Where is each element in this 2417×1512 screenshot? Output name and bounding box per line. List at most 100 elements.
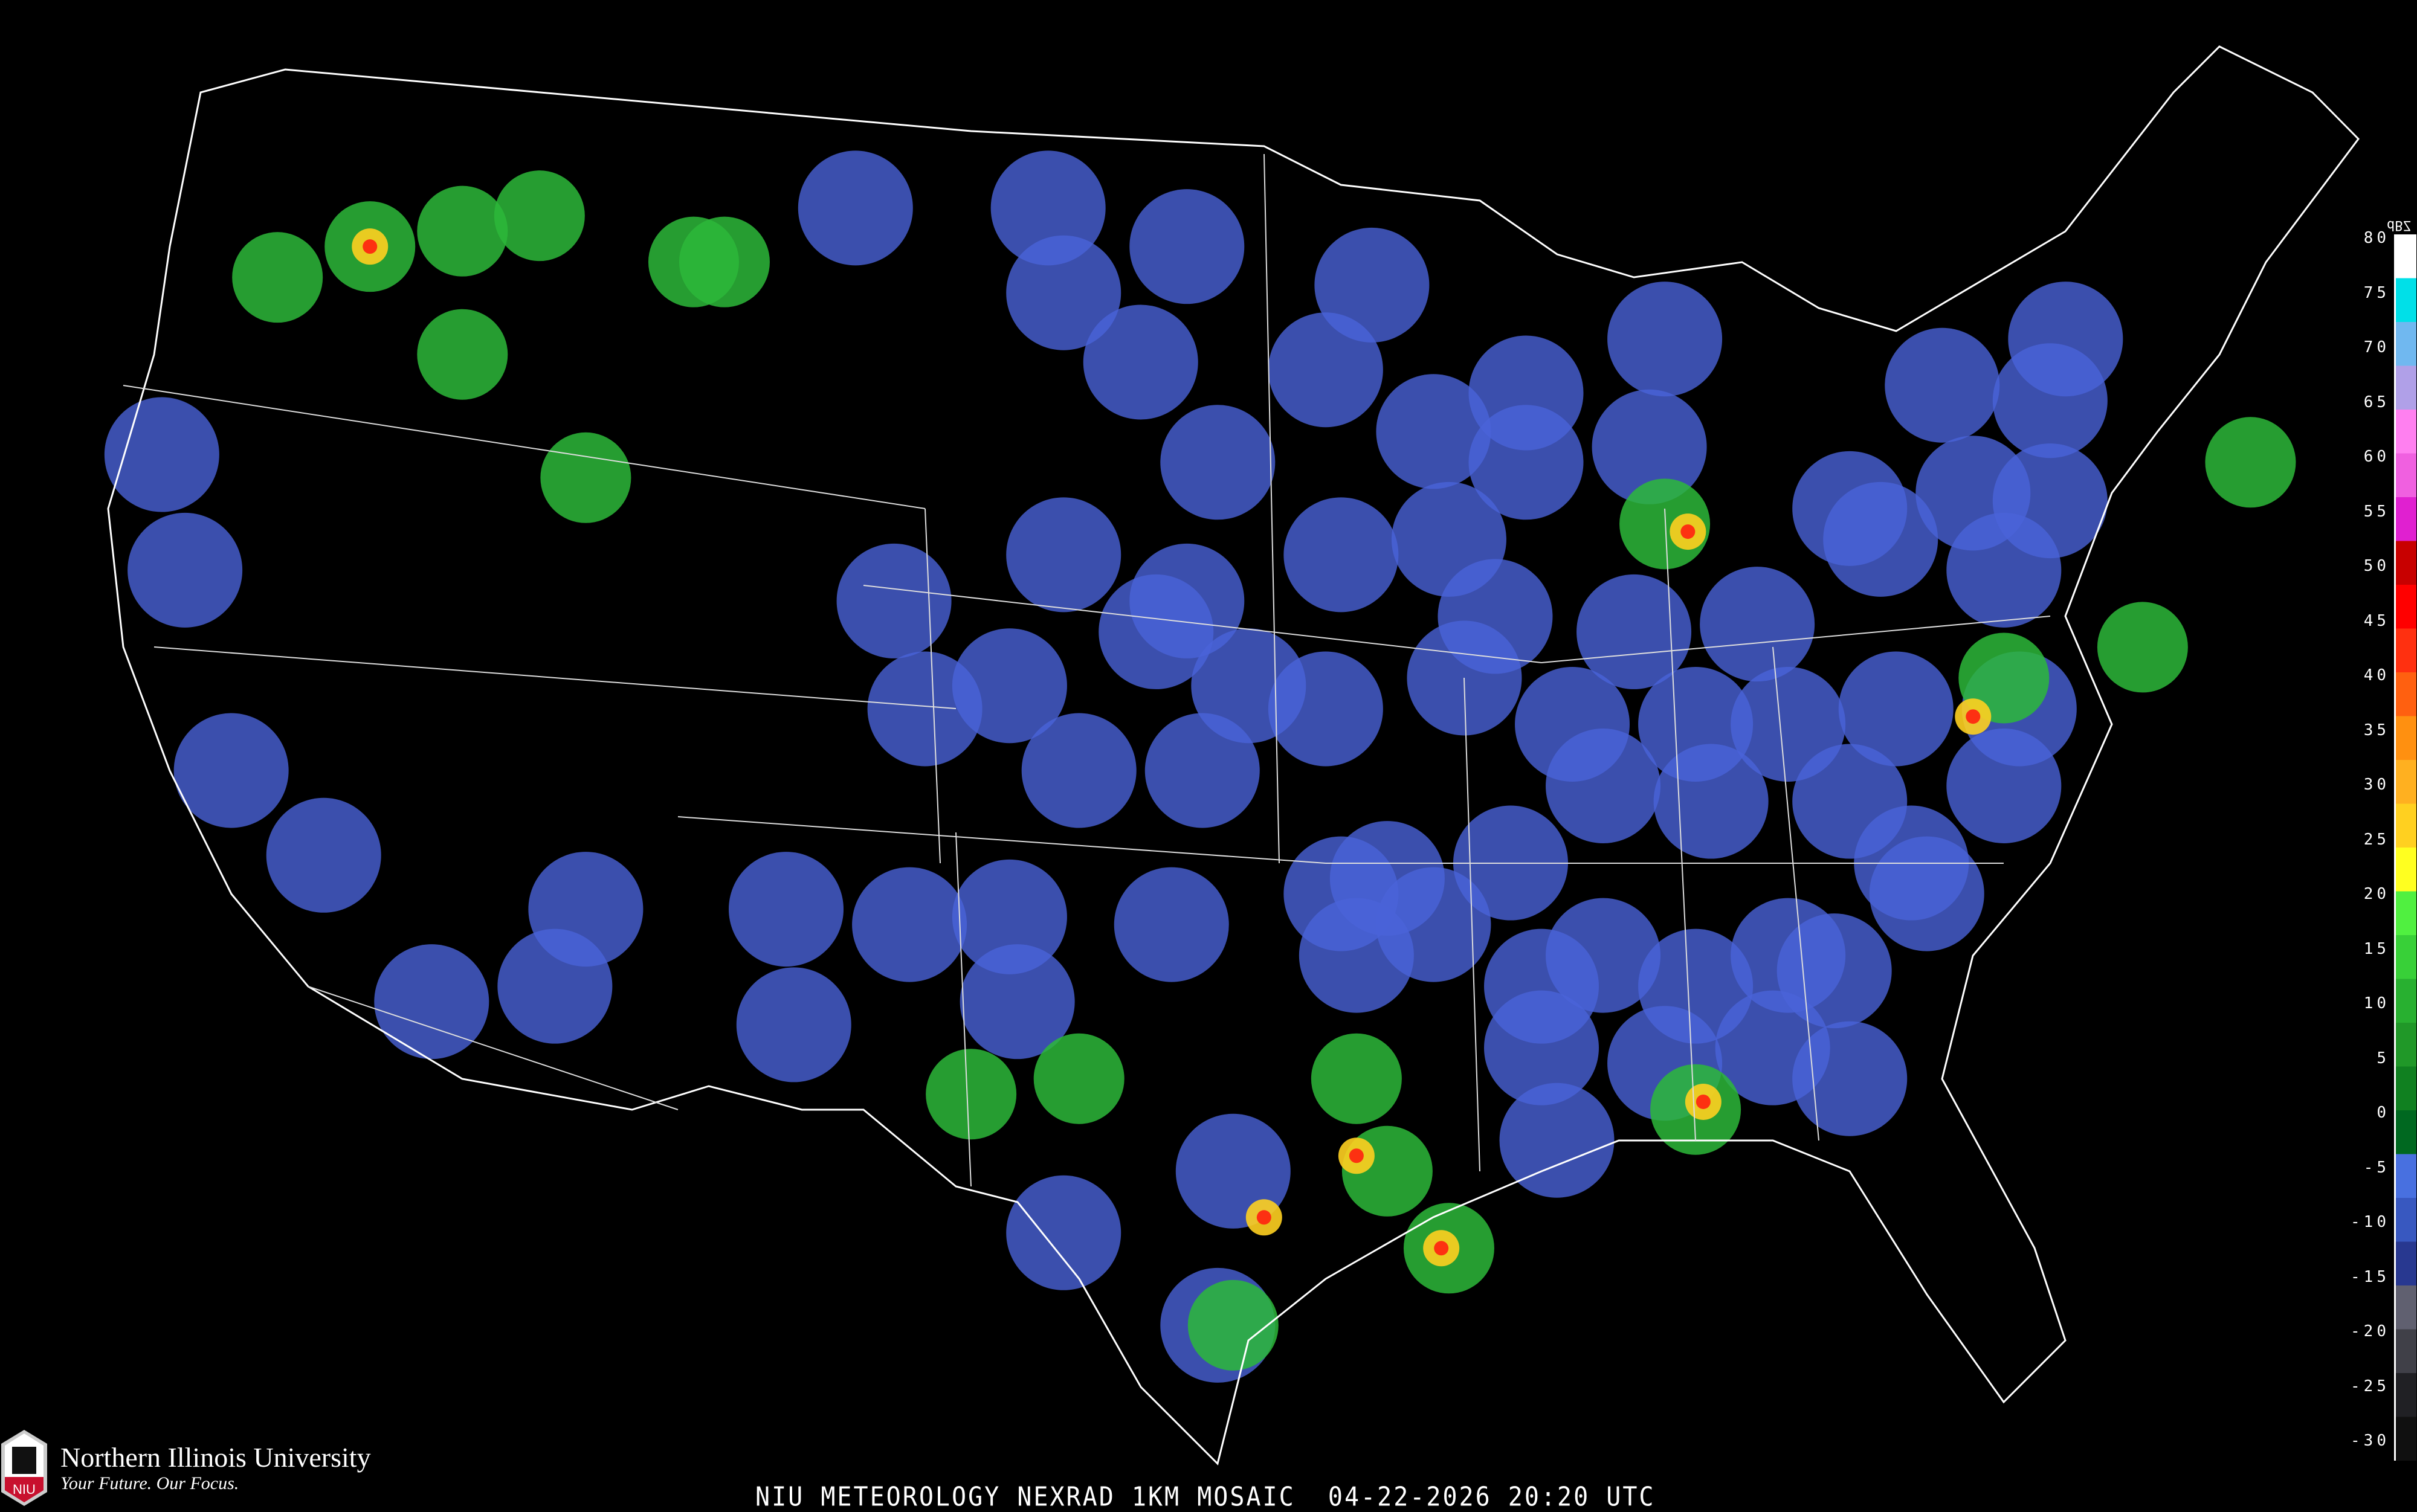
radar-echo-moderate: [417, 185, 508, 277]
radar-echo-severe: [1696, 1094, 1711, 1109]
legend-label: 5: [2377, 1049, 2390, 1067]
radar-echo-weak: [952, 628, 1067, 744]
legend-label: -30: [2351, 1432, 2390, 1450]
radar-echo-weak: [1869, 836, 1984, 951]
legend-label: -20: [2351, 1322, 2390, 1340]
radar-echo-weak: [1838, 651, 1954, 767]
radar-echo-weak: [374, 944, 489, 1060]
legend-label: 80: [2363, 229, 2390, 247]
radar-echo-weak: [1160, 405, 1276, 520]
legend-label: 25: [2363, 830, 2390, 849]
radar-echoes: [104, 150, 2296, 1383]
radar-echo-moderate: [1187, 1279, 1279, 1371]
radar-echo-weak: [990, 150, 1106, 266]
radar-echo-weak: [497, 928, 613, 1044]
radar-echo-weak: [1992, 443, 2108, 559]
radar-echo-weak: [836, 543, 952, 658]
legend-label: 0: [2377, 1104, 2390, 1122]
legend-label: 60: [2363, 448, 2390, 466]
radar-echo-weak: [1484, 990, 1599, 1105]
legend-label: 40: [2363, 666, 2390, 684]
radar-echo-weak: [1946, 729, 2062, 844]
radar-echo-severe: [1966, 709, 1981, 724]
legend-label: 30: [2363, 776, 2390, 794]
radar-echo-severe: [1349, 1148, 1364, 1163]
legend-label: 75: [2363, 283, 2390, 302]
legend-unit: dBZ: [2387, 217, 2411, 233]
radar-echo-moderate: [926, 1049, 1017, 1140]
radar-echo-moderate: [2205, 417, 2296, 508]
radar-echo-weak: [1546, 729, 1661, 844]
legend-label: -10: [2351, 1213, 2390, 1231]
radar-echo-weak: [1268, 651, 1383, 767]
radar-echo-severe: [363, 239, 378, 254]
legend-label: 10: [2363, 994, 2390, 1012]
legend-color-bar: [2394, 234, 2416, 1461]
radar-echo-weak: [1129, 189, 1245, 304]
legend-label: 45: [2363, 611, 2390, 630]
radar-echo-weak: [1499, 1083, 1615, 1198]
radar-echo-weak: [1700, 567, 1815, 682]
radar-echo-weak: [1006, 497, 1121, 613]
legend-label: 20: [2363, 885, 2390, 903]
legend-label: 50: [2363, 557, 2390, 575]
svg-text:NIU: NIU: [13, 1482, 36, 1497]
legend-label: 70: [2363, 338, 2390, 356]
radar-echo-moderate: [232, 232, 323, 323]
radar-echo-severe: [1256, 1210, 1271, 1225]
radar-echo-severe: [1434, 1241, 1449, 1256]
niu-shield-icon: NIU: [1, 1430, 47, 1506]
radar-echo-weak: [1592, 389, 1707, 504]
legend-label: -25: [2351, 1377, 2390, 1395]
map-caption: NIU METEOROLOGY NEXRAD 1KM MOSAIC 04-22-…: [755, 1481, 1656, 1512]
radar-echo-weak: [1792, 1021, 1908, 1136]
radar-echo-moderate: [417, 309, 508, 400]
radar-echo-moderate: [494, 170, 585, 262]
radar-echo-weak: [1376, 374, 1491, 489]
legend-label: 65: [2363, 393, 2390, 411]
dbz-color-legend: dBZ 80 75 70 65 60 55 50 45 40 35 30 25 20 15 10 5 0 -5 -1…: [2344, 217, 2417, 1474]
radar-echo-weak: [736, 967, 851, 1083]
radar-echo-weak: [1006, 235, 1121, 350]
university-tagline: Your Future. Our Focus.: [60, 1473, 239, 1493]
radar-echo-weak: [852, 867, 967, 982]
radar-echo-weak: [1114, 867, 1229, 982]
radar-echo-weak: [1314, 227, 1430, 343]
radar-echo-severe: [1680, 524, 1696, 539]
radar-echo-weak: [1546, 898, 1661, 1013]
radar-echo-weak: [104, 397, 219, 512]
radar-echo-weak: [729, 852, 844, 967]
radar-echo-weak: [2008, 281, 2123, 397]
radar-echo-weak: [1653, 744, 1769, 859]
radar-echo-weak: [798, 150, 913, 266]
state-borders: [123, 153, 2051, 1187]
radar-echo-moderate: [1033, 1033, 1125, 1124]
radar-echo-moderate: [1311, 1033, 1402, 1124]
radar-echo-weak: [1468, 405, 1584, 520]
radar-echo-moderate: [2097, 602, 2188, 693]
legend-label: -5: [2363, 1158, 2390, 1177]
radar-echo-weak: [266, 797, 381, 913]
radar-echo-weak: [173, 713, 289, 828]
radar-echo-weak: [1006, 1175, 1121, 1290]
radar-echo-weak: [127, 512, 243, 628]
radar-echo-moderate: [679, 216, 770, 307]
us-border-outline: [107, 45, 2360, 1465]
radar-echo-weak: [1283, 836, 1399, 951]
radar-echo-weak: [1731, 666, 1846, 782]
niu-logo: NIU Northern Illinois University Your Fu…: [0, 1429, 371, 1507]
radar-echo-weak: [952, 859, 1067, 974]
radar-echo-weak: [1099, 574, 1214, 689]
legend-label: 35: [2363, 721, 2390, 739]
radar-echo-weak: [1268, 312, 1383, 428]
radar-echo-weak: [1021, 713, 1137, 828]
legend-label: -15: [2351, 1267, 2390, 1286]
university-name: Northern Illinois University: [60, 1442, 371, 1473]
radar-echo-weak: [1438, 559, 1553, 674]
radar-echo-weak: [1792, 451, 1908, 566]
radar-echo-weak: [1576, 574, 1692, 689]
radar-echo-weak: [1283, 497, 1399, 613]
radar-echo-weak: [1792, 744, 1908, 859]
legend-label: 15: [2363, 939, 2390, 958]
legend-label: 55: [2363, 502, 2390, 521]
